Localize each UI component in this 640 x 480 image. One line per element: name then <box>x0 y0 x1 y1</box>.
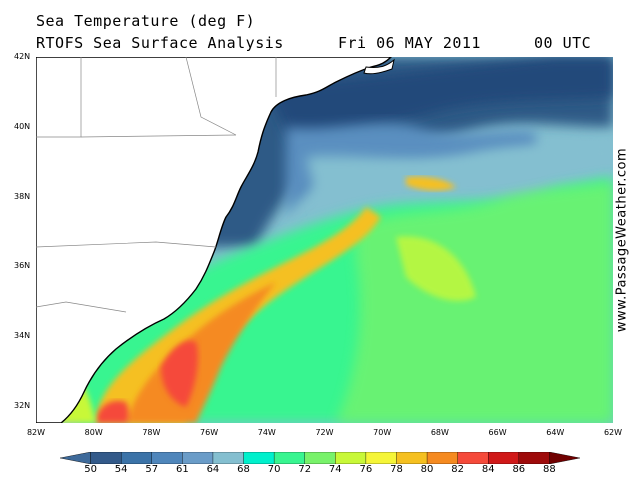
longitude-label: 74W <box>257 428 276 437</box>
colorbar-label: 84 <box>481 464 495 475</box>
colorbar-label: 86 <box>512 464 526 475</box>
colorbar-label: 72 <box>298 464 312 475</box>
colorbar-label: 80 <box>420 464 434 475</box>
colorbar-segment <box>396 452 428 464</box>
temperature-field <box>36 57 613 423</box>
longitude-label: 62W <box>603 428 623 437</box>
longitude-label: 80W <box>84 428 103 437</box>
latitude-label: 38N <box>14 192 31 201</box>
latitude-label: 34N <box>14 331 31 340</box>
temperature-colorbar <box>60 452 580 464</box>
colorbar-segment <box>90 452 122 464</box>
colorbar-label: 54 <box>114 464 128 475</box>
colorbar-segment <box>488 452 520 464</box>
longitude-label: 76W <box>200 428 219 437</box>
colorbar-segment <box>549 452 580 464</box>
colorbar-label: 70 <box>267 464 281 475</box>
colorbar-segment <box>151 452 184 464</box>
colorbar-segment <box>60 452 91 464</box>
latitude-label: 42N <box>14 52 31 61</box>
latitude-label: 36N <box>14 261 31 270</box>
latitude-label: 40N <box>14 122 31 131</box>
latitude-label: 32N <box>14 401 31 410</box>
colorbar-segment <box>304 452 336 464</box>
colorbar-label: 82 <box>451 464 465 475</box>
chart-subtitle: RTOFS Sea Surface Analysis <box>36 34 284 52</box>
longitude-label: 78W <box>142 428 161 437</box>
colorbar-label: 61 <box>175 464 189 475</box>
colorbar-label: 50 <box>84 464 97 475</box>
colorbar-segment <box>243 452 275 464</box>
longitude-label: 68W <box>430 428 449 437</box>
colorbar-segment <box>120 452 153 464</box>
longitude-label: 64W <box>546 428 565 437</box>
colorbar-label: 76 <box>359 464 373 475</box>
sea-temperature-map <box>36 57 613 423</box>
colorbar-segment <box>335 452 367 464</box>
analysis-date: Fri 06 MAY 2011 <box>338 34 481 52</box>
colorbar-segment <box>273 452 306 464</box>
analysis-time: 00 UTC <box>534 34 592 52</box>
state-borders <box>36 57 277 313</box>
colorbar-label: 78 <box>390 464 403 475</box>
longitude-label: 72W <box>315 428 334 437</box>
land-mass <box>36 57 392 423</box>
watermark: www.PassageWeather.com <box>614 147 630 333</box>
colorbar-label: 57 <box>145 464 159 475</box>
colorbar-segment <box>212 452 245 464</box>
colorbar-label: 68 <box>237 464 250 475</box>
longitude-label: 66W <box>488 428 507 437</box>
colorbar-label: 88 <box>543 464 556 475</box>
colorbar-label: 74 <box>328 464 342 475</box>
colorbar-segment <box>457 452 489 464</box>
colorbar-segment <box>518 452 551 464</box>
colorbar-segment <box>365 452 398 464</box>
colorbar-label: 64 <box>206 464 220 475</box>
longitude-label: 70W <box>373 428 392 437</box>
colorbar-segment <box>426 452 459 464</box>
colorbar-segment <box>182 452 214 464</box>
chart-title: Sea Temperature (deg F) <box>36 12 256 30</box>
longitude-label: 82W <box>26 428 46 437</box>
